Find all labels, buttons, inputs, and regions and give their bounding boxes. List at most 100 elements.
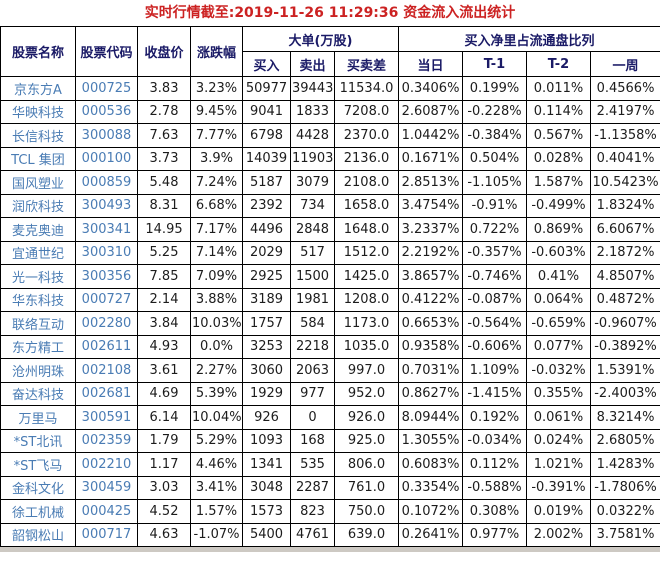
cell-ratio-day: 0.1072%: [398, 499, 463, 524]
cell-change-percent: 3.23%: [190, 76, 243, 101]
cell-ratio-day: 3.2337%: [398, 217, 463, 242]
cell-big-buy: 1757: [242, 311, 291, 336]
cell-change-percent: 1.57%: [190, 499, 243, 524]
cell-big-buy: 3189: [242, 287, 291, 312]
cell-ratio-week: 3.7581%: [589, 522, 660, 547]
cell-ratio-week: 0.4872%: [589, 287, 660, 312]
cell-stock-name: 华映科技: [0, 99, 76, 124]
cell-close-price: 8.31: [137, 193, 191, 218]
cell-stock-code: 002359: [75, 428, 138, 453]
cell-change-percent: 10.03%: [190, 311, 243, 336]
cell-buy-sell-diff: 11534.0: [334, 76, 399, 101]
cell-ratio-t2: -0.499%: [526, 193, 591, 218]
cell-big-sell: 1833: [290, 99, 335, 124]
cell-buy-sell-diff: 2136.0: [334, 146, 399, 171]
cell-stock-name: 国风塑业: [0, 170, 76, 195]
cell-ratio-t1: -1.105%: [462, 170, 527, 195]
cell-close-price: 4.52: [137, 499, 191, 524]
cell-ratio-week: 6.6067%: [589, 217, 660, 242]
col-header-buy: 买入: [242, 51, 291, 77]
cell-change-percent: 4.46%: [190, 452, 243, 477]
cell-big-buy: 9041: [242, 99, 291, 124]
cell-ratio-t1: -0.746%: [462, 264, 527, 289]
cell-big-buy: 3253: [242, 334, 291, 359]
table-row: 韶钢松山 000717 4.63 -1.07% 5400 4761 639.0 0.2641%…: [0, 522, 660, 547]
col-header-close-price: 收盘价: [137, 26, 191, 77]
cell-big-buy: 6798: [242, 123, 291, 148]
table-row: 金科文化 300459 3.03 3.41% 3048 2287 761.0 0.3354% -…: [0, 475, 660, 500]
cell-stock-name: *ST北讯: [0, 428, 76, 453]
table-header: 股票名称 股票代码 收盘价 涨跌幅 大单(万股) 买入净里占流通盘比列 买入 卖…: [0, 26, 660, 77]
col-header-buy-sell-diff: 买卖差: [334, 51, 399, 77]
cell-stock-code: 300591: [75, 405, 138, 430]
cell-ratio-t2: 0.567%: [526, 123, 591, 148]
cell-buy-sell-diff: 750.0: [334, 499, 399, 524]
cell-ratio-t1: -0.357%: [462, 240, 527, 265]
table-row: 东方精工 002611 4.93 0.0% 3253 2218 1035.0 0.9358% -…: [0, 334, 660, 359]
cell-buy-sell-diff: 1512.0: [334, 240, 399, 265]
cell-big-buy: 1341: [242, 452, 291, 477]
cell-change-percent: 9.45%: [190, 99, 243, 124]
cell-change-percent: 7.77%: [190, 123, 243, 148]
table-row: 沧州明珠 002108 3.61 2.27% 3060 2063 997.0 0.7031% 1…: [0, 358, 660, 383]
cell-buy-sell-diff: 952.0: [334, 381, 399, 406]
cell-stock-code: 000717: [75, 522, 138, 547]
cell-big-sell: 1500: [290, 264, 335, 289]
cell-big-buy: 2392: [242, 193, 291, 218]
cell-buy-sell-diff: 1658.0: [334, 193, 399, 218]
table-row: 徐工机械 000425 4.52 1.57% 1573 823 750.0 0.1072% 0.…: [0, 499, 660, 524]
cell-ratio-t2: 0.41%: [526, 264, 591, 289]
cell-change-percent: 2.27%: [190, 358, 243, 383]
cell-stock-name: 徐工机械: [0, 499, 76, 524]
cell-big-sell: 39443: [290, 76, 335, 101]
cell-buy-sell-diff: 2370.0: [334, 123, 399, 148]
cell-stock-code: 000100: [75, 146, 138, 171]
cell-buy-sell-diff: 639.0: [334, 522, 399, 547]
cell-close-price: 3.73: [137, 146, 191, 171]
table-row: *ST飞马 002210 1.17 4.46% 1341 535 806.0 0.6083% 0…: [0, 452, 660, 477]
cell-ratio-day: 0.6083%: [398, 452, 463, 477]
cell-stock-name: 韶钢松山: [0, 522, 76, 547]
cell-stock-name: 万里马: [0, 405, 76, 430]
cell-close-price: 3.84: [137, 311, 191, 336]
cell-ratio-t2: 0.061%: [526, 405, 591, 430]
cell-ratio-t1: 0.308%: [462, 499, 527, 524]
cell-ratio-t2: -0.659%: [526, 311, 591, 336]
cell-stock-name: 华东科技: [0, 287, 76, 312]
cell-buy-sell-diff: 806.0: [334, 452, 399, 477]
cell-ratio-day: 2.6087%: [398, 99, 463, 124]
cell-big-sell: 2218: [290, 334, 335, 359]
table-row: 长信科技 300088 7.63 7.77% 6798 4428 2370.0 1.0442%…: [0, 123, 660, 148]
cell-close-price: 3.03: [137, 475, 191, 500]
cell-change-percent: 3.41%: [190, 475, 243, 500]
cell-stock-name: 沧州明珠: [0, 358, 76, 383]
table-row: *ST北讯 002359 1.79 5.29% 1093 168 925.0 1.3055% -…: [0, 428, 660, 453]
cell-ratio-t1: -0.91%: [462, 193, 527, 218]
cell-big-sell: 823: [290, 499, 335, 524]
cell-stock-code: 000536: [75, 99, 138, 124]
cell-ratio-week: 2.1872%: [589, 240, 660, 265]
cell-big-sell: 4428: [290, 123, 335, 148]
cell-stock-name: 长信科技: [0, 123, 76, 148]
cell-big-sell: 2063: [290, 358, 335, 383]
cell-ratio-t2: 0.077%: [526, 334, 591, 359]
cell-big-buy: 3048: [242, 475, 291, 500]
table-row: 润欣科技 300493 8.31 6.68% 2392 734 1658.0 3.4754% -…: [0, 193, 660, 218]
cell-ratio-week: -1.1358%: [589, 123, 660, 148]
cell-big-buy: 1093: [242, 428, 291, 453]
cell-buy-sell-diff: 2108.0: [334, 170, 399, 195]
cell-ratio-t1: 0.722%: [462, 217, 527, 242]
cell-big-sell: 2848: [290, 217, 335, 242]
cell-big-sell: 1981: [290, 287, 335, 312]
col-header-t2: T-2: [526, 51, 591, 77]
col-header-t1: T-1: [462, 51, 527, 77]
cell-ratio-day: 0.7031%: [398, 358, 463, 383]
cell-big-sell: 734: [290, 193, 335, 218]
cell-big-buy: 14039: [242, 146, 291, 171]
cell-ratio-t2: -0.032%: [526, 358, 591, 383]
cell-ratio-t1: 0.199%: [462, 76, 527, 101]
cell-stock-code: 000727: [75, 287, 138, 312]
cell-stock-code: 000725: [75, 76, 138, 101]
cell-ratio-t2: 1.021%: [526, 452, 591, 477]
cell-ratio-day: 0.1671%: [398, 146, 463, 171]
